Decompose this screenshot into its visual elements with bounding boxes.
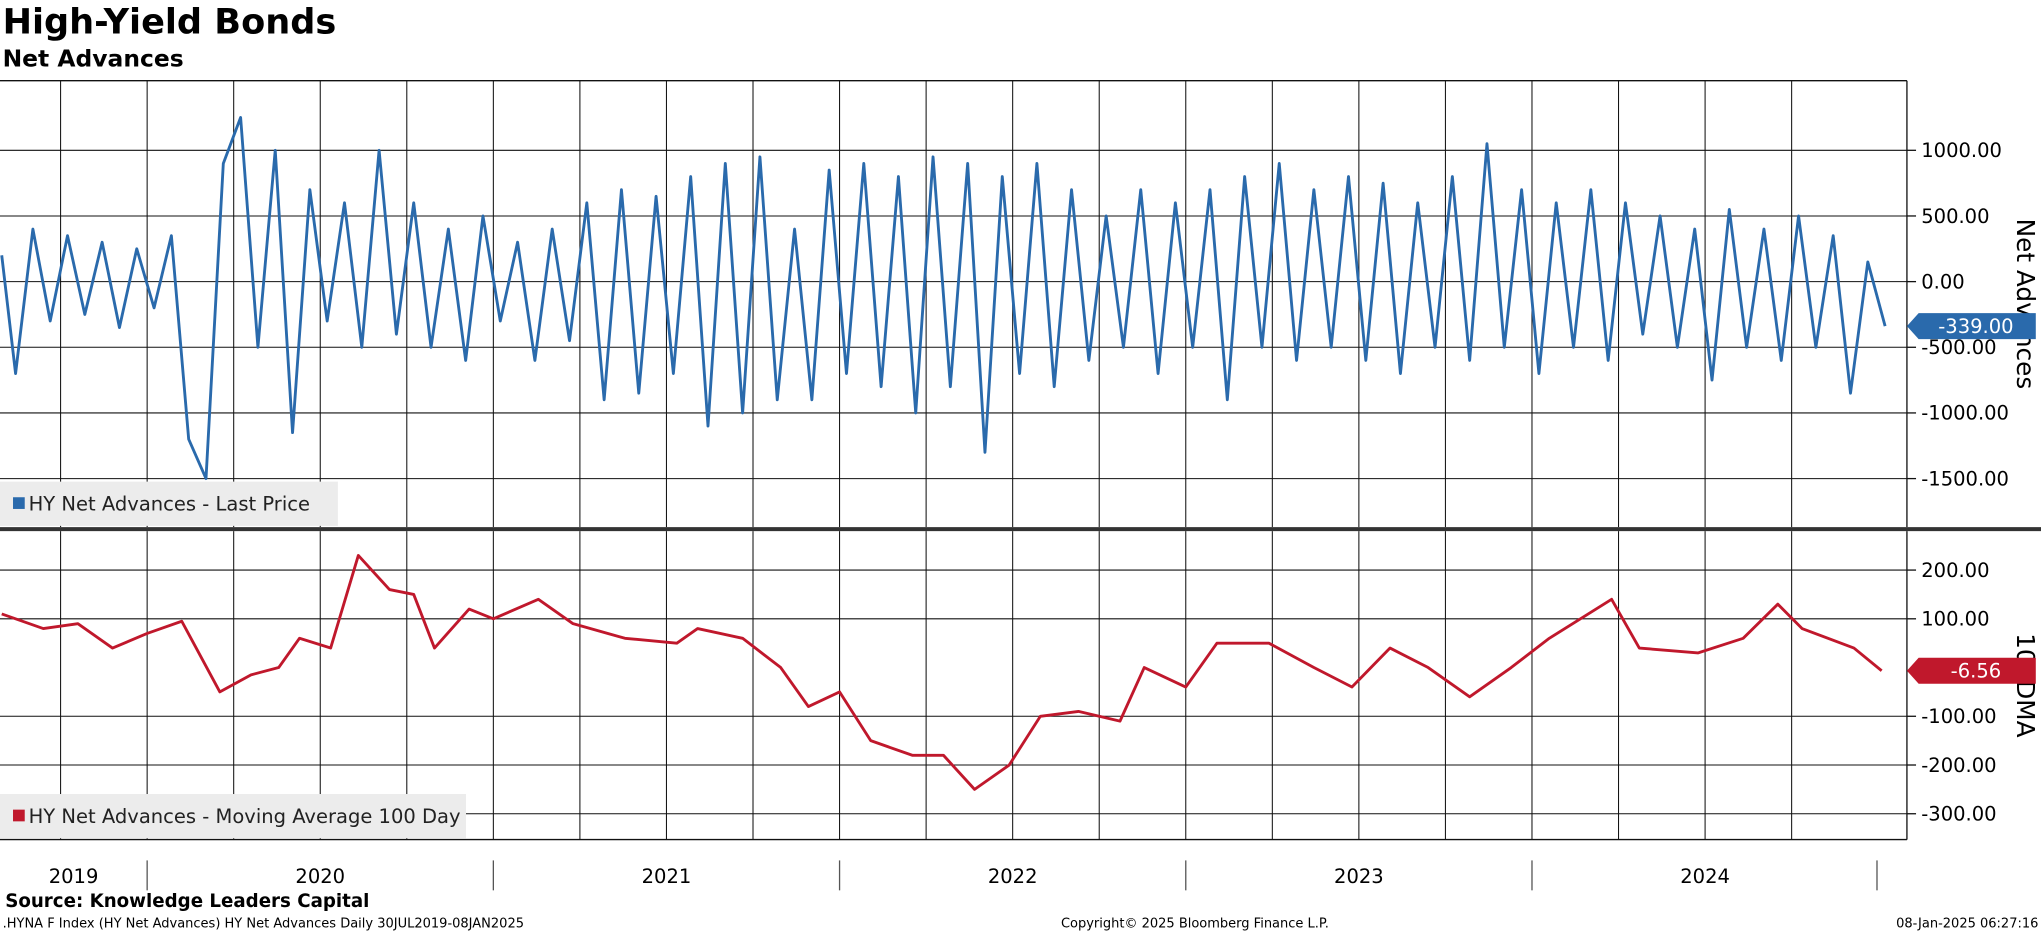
y-tick-label: -1000.00 (1921, 402, 2009, 425)
x-tick-label: 2019 (49, 865, 99, 888)
last-value-tag (1906, 313, 2036, 340)
x-tick-label: 2022 (988, 865, 1038, 888)
footer-center: Copyright© 2025 Bloomberg Finance L.P. (1061, 917, 1329, 932)
y-tick-label: -1500.00 (1921, 467, 2009, 490)
x-tick-label: 2024 (1680, 865, 1730, 888)
footer-left: .HYNA F Index (HY Net Advances) HY Net A… (3, 917, 524, 932)
y-tick-label: 200.00 (1921, 559, 1989, 582)
chart-title: High-Yield Bonds (3, 1, 337, 42)
last-value-label: -6.56 (1951, 660, 2002, 683)
y-tick-label: 1000.00 (1921, 139, 2002, 162)
legend-swatch (13, 809, 25, 822)
x-tick-label: 2023 (1334, 865, 1384, 888)
y-tick-label: 100.00 (1921, 608, 1989, 631)
last-value-tag (1906, 657, 2036, 684)
y-axis-title: 100DMA (2011, 633, 2040, 738)
data-line (1, 554, 1883, 791)
source: Source: Knowledge Leaders Capital (5, 891, 369, 912)
y-tick-label: 500.00 (1921, 205, 1989, 228)
x-tick-label: 2021 (642, 865, 692, 888)
y-tick-label: -100.00 (1921, 705, 1996, 728)
footer-right: 08-Jan-2025 06:27:16 (1896, 917, 2038, 932)
chart-subtitle: Net Advances (3, 44, 184, 72)
last-value-label: -339.00 (1938, 315, 2013, 338)
x-tick-label: 2020 (295, 865, 345, 888)
y-axis-title: Net Advances (2011, 219, 2040, 390)
y-tick-label: 0.00 (1921, 270, 1964, 293)
legend-label: HY Net Advances - Moving Average 100 Day (29, 805, 461, 828)
y-tick-label: -200.00 (1921, 754, 1996, 777)
legend-label: HY Net Advances - Last Price (29, 493, 310, 516)
y-tick-label: -500.00 (1921, 336, 1996, 359)
legend-box (0, 794, 466, 839)
legend-box (0, 481, 338, 526)
y-tick-label: -300.00 (1921, 803, 1996, 826)
data-line (0, 116, 1887, 481)
legend-swatch (13, 497, 25, 509)
